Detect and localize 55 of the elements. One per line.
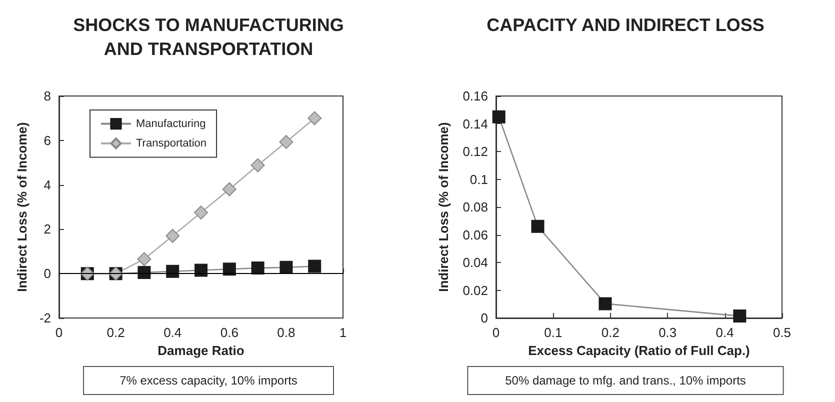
point	[250, 158, 265, 172]
x-tick-label: 0.4	[164, 325, 182, 340]
y-tick-label: 0.06	[462, 227, 488, 242]
y-tick-label: 0	[44, 266, 51, 282]
point	[194, 206, 208, 220]
x-tick-label: 0	[492, 325, 500, 340]
point	[598, 297, 612, 310]
text: 7% excess capacity, 10% imports	[120, 374, 298, 388]
x-tick-label: 0.2	[106, 325, 125, 340]
x-tick-label: 0.5	[772, 325, 792, 340]
x-tick-label: 0.8	[277, 325, 296, 340]
y-tick-label: 8	[44, 88, 51, 104]
point	[166, 264, 180, 278]
x-tick-label: 0.4	[716, 325, 734, 340]
y-tick-label: 4	[44, 177, 51, 192]
y-tick-label: 6	[44, 132, 51, 148]
y-axis-title: Indirect Loss (% of Income)	[436, 122, 451, 292]
point	[531, 220, 544, 233]
legend-label: Transportation	[136, 137, 207, 150]
y-tick-label: 0.08	[462, 200, 488, 214]
point	[308, 111, 322, 126]
x-tick-label: 0.2	[601, 325, 620, 340]
x-tick-label: 0.3	[658, 325, 677, 340]
y-tick-label: 0.1	[470, 172, 488, 187]
point	[194, 264, 208, 277]
point	[137, 252, 152, 266]
y-tick-label: -2	[39, 310, 51, 326]
text: 50% damage to mfg. and trans., 10% imports	[505, 374, 746, 388]
y-tick-label: 0.12	[462, 144, 488, 159]
y-tick-label: 0.02	[462, 282, 488, 298]
y-tick-label: 0	[480, 310, 488, 326]
point	[166, 228, 180, 243]
chart-title: SHOCKS TO MANUFACTURING AND TRANSPORTATION	[73, 15, 344, 59]
point	[279, 134, 294, 149]
y-tick-label: 0.04	[462, 255, 488, 270]
point	[280, 260, 293, 274]
x-tick-label: 0.1	[544, 325, 562, 340]
point	[733, 310, 746, 323]
point	[492, 110, 506, 124]
x-axis-title: Damage Ratio	[158, 342, 244, 358]
point	[222, 182, 236, 196]
point	[308, 260, 322, 273]
chart-title: CAPACITY AND INDIRECT LOSS	[486, 15, 764, 35]
y-axis-title: Indirect Loss (% of Income)	[14, 122, 30, 292]
y-tick-label: 2	[44, 222, 51, 237]
x-tick-label: 1	[339, 325, 347, 340]
point	[251, 262, 264, 275]
x-tick-label: 0.6	[220, 325, 238, 340]
point	[222, 262, 236, 276]
legend-label: Manufacturing	[136, 118, 206, 130]
point	[138, 266, 151, 279]
x-axis-title: Excess Capacity (Ratio of Full Cap.)	[528, 342, 750, 358]
x-tick-label: 0	[55, 325, 63, 340]
y-tick-label: 0.16	[462, 88, 488, 104]
y-tick-label: 0.14	[462, 116, 488, 132]
